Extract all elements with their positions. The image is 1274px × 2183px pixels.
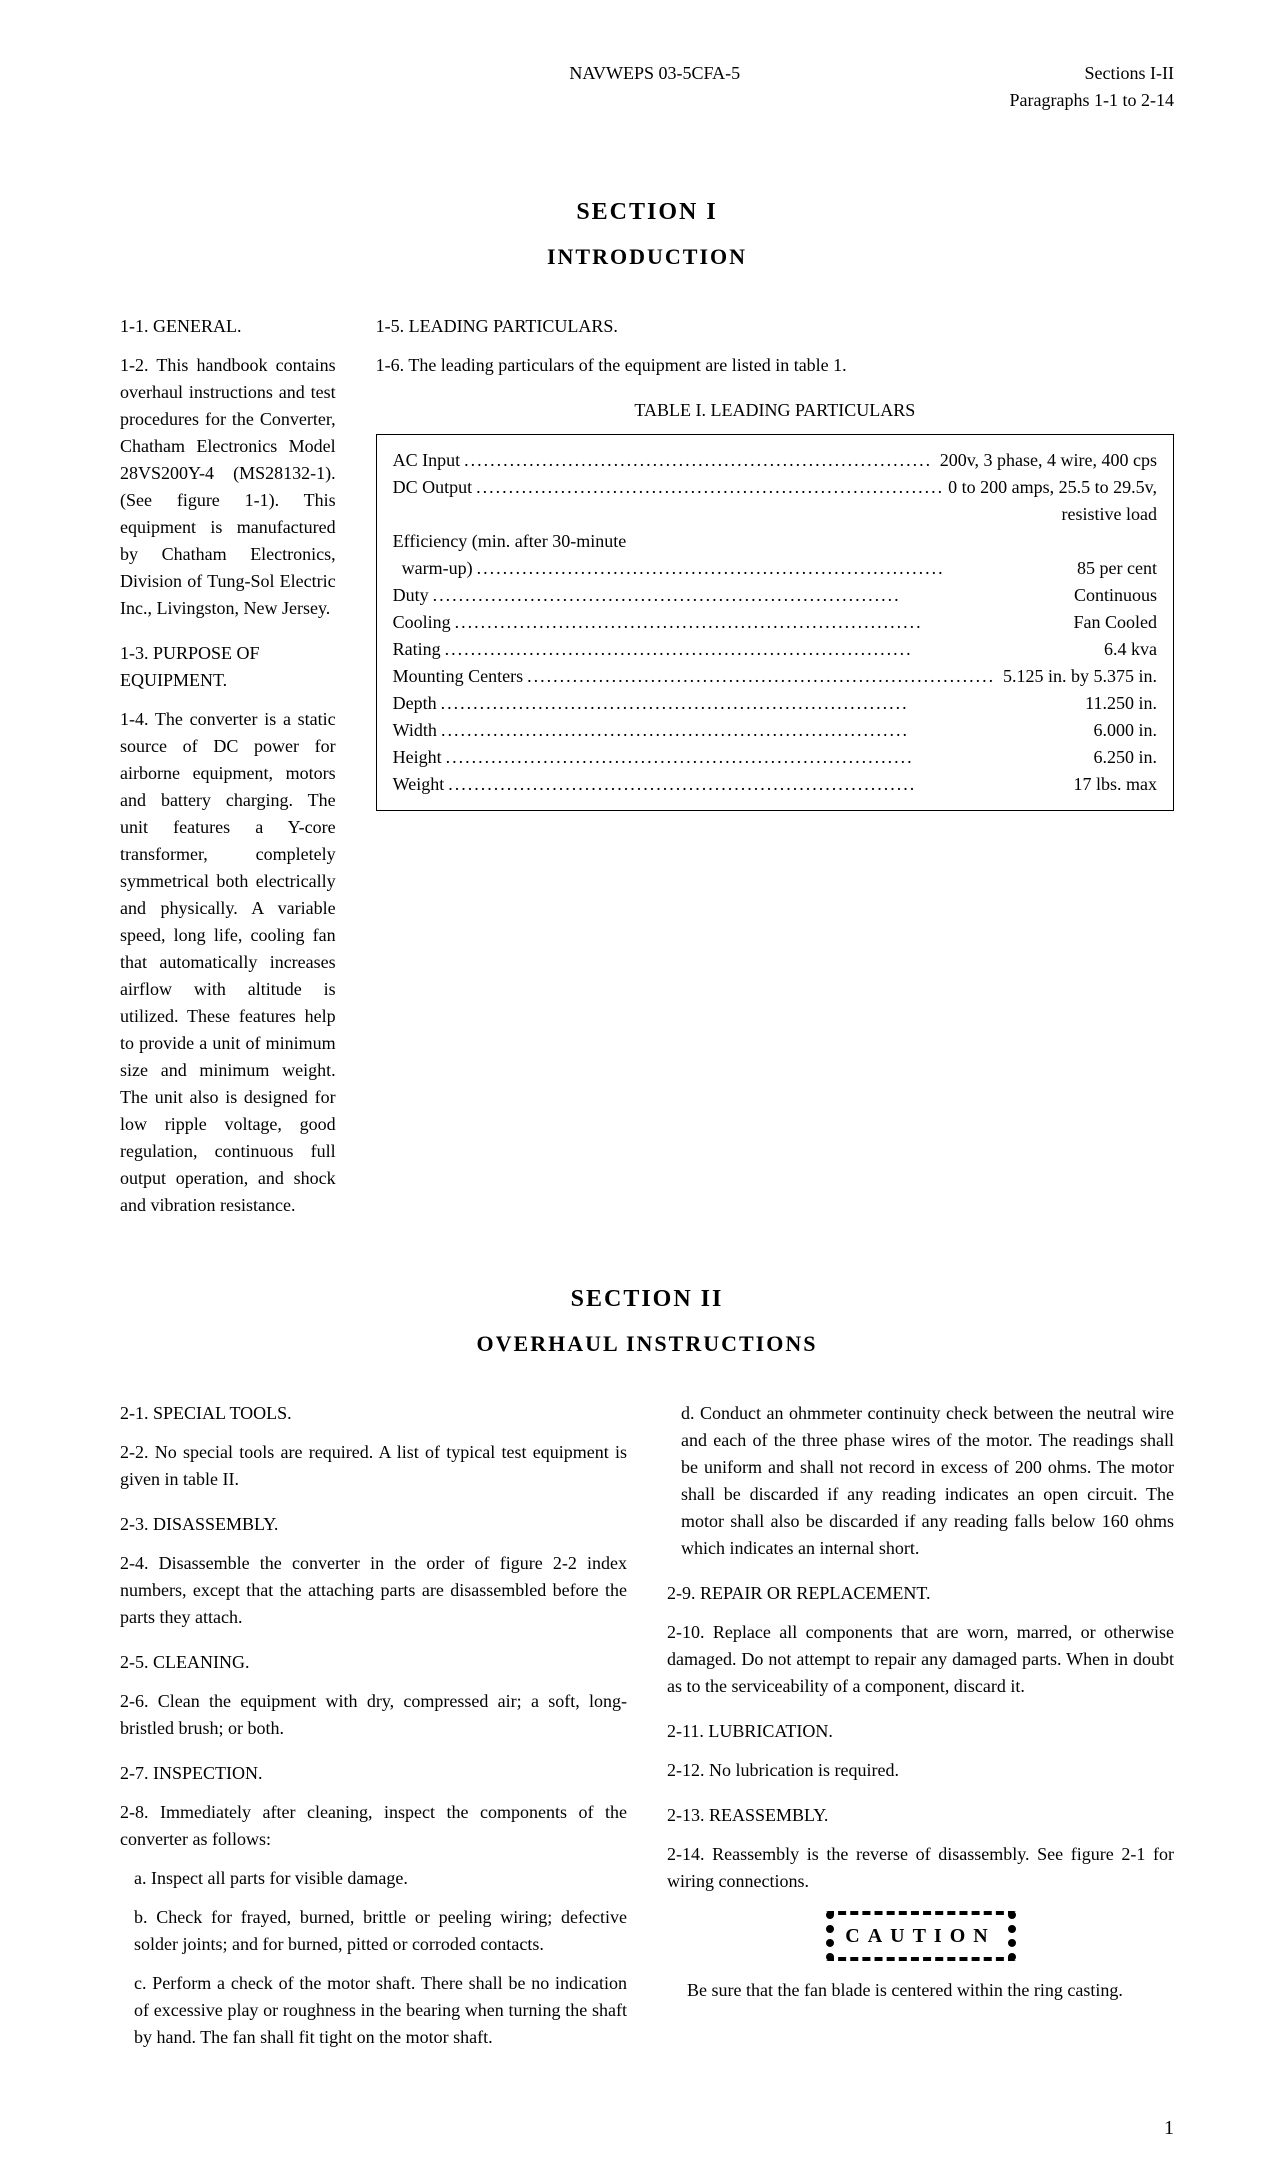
table-row: Depth 11.250 in. [393, 690, 1157, 717]
para-2-3: 2-3. DISASSEMBLY. [120, 1511, 627, 1538]
section1-subtitle: INTRODUCTION [120, 240, 1174, 273]
para-2-8a: a. Inspect all parts for visible damage. [134, 1865, 627, 1892]
table-value: 6.250 in. [1093, 744, 1157, 771]
table-dots [444, 771, 1073, 798]
header-right: Sections I-II Paragraphs 1-1 to 2-14 [1010, 60, 1174, 114]
table-label: AC Input [393, 447, 461, 474]
para-2-9: 2-9. REPAIR OR REPLACEMENT. [667, 1580, 1174, 1607]
table-row: Cooling Fan Cooled [393, 609, 1157, 636]
table-label: DC Output [393, 474, 473, 501]
para-2-7: 2-7. INSPECTION. [120, 1760, 627, 1787]
header-sections: Sections I-II [1010, 60, 1174, 87]
section1-left-column: 1-1. GENERAL. 1-2. This handbook contain… [120, 313, 336, 1231]
table-row: AC Input 200v, 3 phase, 4 wire, 400 cps [393, 447, 1157, 474]
para-2-6: 2-6. Clean the equipment with dry, compr… [120, 1688, 627, 1742]
table-label: Width [393, 717, 437, 744]
table-dots [437, 690, 1086, 717]
table-dots [451, 609, 1074, 636]
para-2-4: 2-4. Disassemble the converter in the or… [120, 1550, 627, 1631]
para-1-2: 1-2. This handbook contains overhaul ins… [120, 352, 336, 622]
table-dots [442, 744, 1094, 771]
para-2-10: 2-10. Replace all components that are wo… [667, 1619, 1174, 1700]
section2-columns: 2-1. SPECIAL TOOLS. 2-2. No special tool… [120, 1400, 1174, 2063]
para-1-5: 1-5. LEADING PARTICULARS. [376, 313, 1174, 340]
para-2-8: 2-8. Immediately after cleaning, inspect… [120, 1799, 627, 1853]
para-2-14: 2-14. Reassembly is the reverse of disas… [667, 1841, 1174, 1895]
table-dots [473, 555, 1077, 582]
para-1-1: 1-1. GENERAL. [120, 313, 336, 340]
para-1-4: 1-4. The converter is a static source of… [120, 706, 336, 1219]
table-dots [523, 663, 1003, 690]
table-row: Height 6.250 in. [393, 744, 1157, 771]
para-2-11: 2-11. LUBRICATION. [667, 1718, 1174, 1745]
para-2-8c: c. Perform a check of the motor shaft. T… [134, 1970, 627, 2051]
table1-box: AC Input200v, 3 phase, 4 wire, 400 cpsDC… [376, 434, 1174, 811]
caution-text: Be sure that the fan blade is centered w… [687, 1977, 1154, 2004]
table-row: Duty Continuous [393, 582, 1157, 609]
table-dots [437, 717, 1094, 744]
table-label: Rating [393, 636, 441, 663]
table-value: 6.4 kva [1104, 636, 1157, 663]
table-value: 5.125 in. by 5.375 in. [1003, 663, 1157, 690]
section2-left-column: 2-1. SPECIAL TOOLS. 2-2. No special tool… [120, 1400, 627, 2063]
section2-subtitle: OVERHAUL INSTRUCTIONS [120, 1327, 1174, 1360]
caution-box: CAUTION [826, 1911, 1016, 1961]
para-1-6: 1-6. The leading particulars of the equi… [376, 352, 1174, 379]
table-row: warm-up) 85 per cent [393, 555, 1157, 582]
page-number: 1 [120, 2113, 1174, 2143]
page-header: NAVWEPS 03-5CFA-5 Sections I-II Paragrap… [120, 60, 1174, 114]
table-row: Rating 6.4 kva [393, 636, 1157, 663]
table-value: 6.000 in. [1093, 717, 1157, 744]
table-value: 11.250 in. [1085, 690, 1157, 717]
table-value: 0 to 200 amps, 25.5 to 29.5v, [948, 474, 1157, 501]
table-value: Continuous [1074, 582, 1157, 609]
para-2-12: 2-12. No lubrication is required. [667, 1757, 1174, 1784]
section2-title: SECTION II [120, 1281, 1174, 1317]
header-paragraphs: Paragraphs 1-1 to 2-14 [1010, 87, 1174, 114]
table-label: Weight [393, 771, 445, 798]
table-value: 17 lbs. max [1074, 771, 1158, 798]
section1-right-column: 1-5. LEADING PARTICULARS. 1-6. The leadi… [376, 313, 1174, 1231]
table-label: Depth [393, 690, 437, 717]
section1-columns: 1-1. GENERAL. 1-2. This handbook contain… [120, 313, 1174, 1231]
para-2-5: 2-5. CLEANING. [120, 1649, 627, 1676]
table-label: Height [393, 744, 442, 771]
para-2-13: 2-13. REASSEMBLY. [667, 1802, 1174, 1829]
table-dots [441, 636, 1104, 663]
para-2-8d: d. Conduct an ohmmeter continuity check … [681, 1400, 1174, 1562]
table-row: Width 6.000 in. [393, 717, 1157, 744]
table-row: DC Output 0 to 200 amps, 25.5 to 29.5v, [393, 474, 1157, 501]
table1-caption: TABLE I. LEADING PARTICULARS [376, 397, 1174, 424]
table-dots [429, 582, 1074, 609]
table-label: Mounting Centers [393, 663, 524, 690]
table-dots [460, 447, 940, 474]
para-2-8b: b. Check for frayed, burned, brittle or … [134, 1904, 627, 1958]
para-2-2: 2-2. No special tools are required. A li… [120, 1439, 627, 1493]
table-label: Duty [393, 582, 429, 609]
table-label: Efficiency (min. after 30-minute [393, 528, 627, 555]
table-label: warm-up) [393, 555, 473, 582]
table-value: 85 per cent [1077, 555, 1157, 582]
table-label: Cooling [393, 609, 451, 636]
table-row: Mounting Centers 5.125 in. by 5.375 in. [393, 663, 1157, 690]
para-2-1: 2-1. SPECIAL TOOLS. [120, 1400, 627, 1427]
table-dots [472, 474, 948, 501]
table-row: resistive load [393, 501, 1157, 528]
section2-right-column: d. Conduct an ohmmeter continuity check … [667, 1400, 1174, 2063]
doc-id: NAVWEPS 03-5CFA-5 [120, 60, 1010, 114]
section1-title: SECTION I [120, 194, 1174, 230]
para-1-3: 1-3. PURPOSE OF EQUIPMENT. [120, 640, 336, 694]
table-value: 200v, 3 phase, 4 wire, 400 cps [940, 447, 1157, 474]
table-row: Efficiency (min. after 30-minute [393, 528, 1157, 555]
table-value: Fan Cooled [1074, 609, 1158, 636]
table-row: Weight 17 lbs. max [393, 771, 1157, 798]
